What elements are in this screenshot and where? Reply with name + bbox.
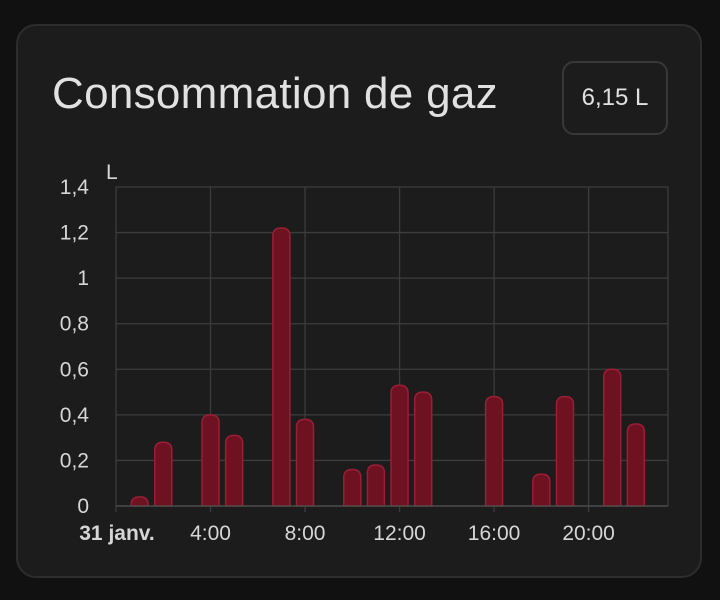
y-tick-label: 0,8 [60,313,89,336]
x-tick-label: 16:00 [468,522,521,545]
bar-hour-18 [532,473,551,507]
x-tick-label: 12:00 [373,522,426,545]
card-title: Consommation de gaz [52,69,498,118]
y-tick-label: 0,2 [60,449,89,472]
bar-hour-12 [390,384,409,507]
bar-hour-5 [224,434,244,507]
bar-hour-16 [484,395,504,507]
y-tick-label: 1,2 [60,222,89,245]
y-tick-label: 0,4 [60,404,90,427]
y-tick-label: 1 [77,267,89,290]
x-tick-label: 4:00 [190,522,231,545]
y-tick-label: 0,6 [60,358,89,381]
bar-hour-13 [413,391,433,507]
bar-hour-4 [201,414,220,507]
bar-hour-8 [295,418,315,507]
x-tick-label: 31 janv. [79,522,155,545]
x-tick-label: 20:00 [562,522,615,545]
x-tick-label: 8:00 [285,522,326,545]
bar-hour-21 [602,368,622,507]
bar-hour-11 [366,464,386,507]
bar-hour-1 [130,496,149,507]
bar-hour-7 [272,227,291,507]
bar-hour-10 [343,468,362,507]
y-tick-label: 1,4 [60,176,90,199]
total-consumption-badge[interactable]: 6,15 L [562,61,668,135]
bar-hour-19 [555,395,575,507]
bar-hour-2 [154,441,173,507]
y-axis-unit-label: L [106,161,118,184]
y-tick-label: 0 [77,495,89,518]
bar-hour-22 [626,423,646,507]
